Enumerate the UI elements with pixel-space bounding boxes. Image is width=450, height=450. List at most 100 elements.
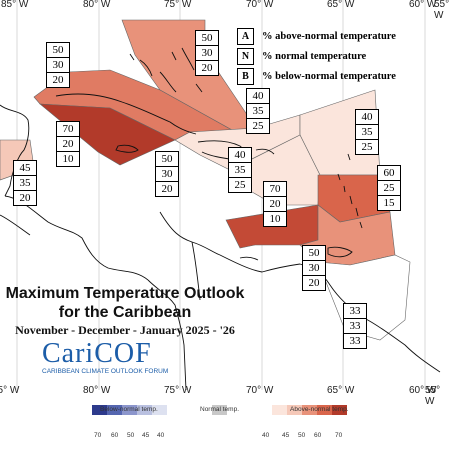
prob-above: 50: [47, 43, 69, 58]
colorbar-above-50: [302, 405, 317, 415]
colorbar-below-60: [107, 405, 122, 415]
lon-label-top: 60° W: [409, 0, 437, 10]
colorbar-tick: 50: [127, 432, 135, 439]
lon-label-bottom: 55° W: [425, 385, 441, 407]
prob-box-belize: 45 35 20: [13, 160, 37, 206]
prob-normal: 35: [14, 176, 36, 191]
prob-normal: 20: [264, 197, 286, 212]
prob-normal: 30: [303, 261, 325, 276]
prob-normal: 30: [196, 46, 218, 61]
lon-label-bottom: 65° W: [327, 385, 355, 396]
map-subtitle: November - December - January 2025 - '26: [15, 323, 235, 337]
lon-label-top: 55° W: [434, 0, 450, 21]
prob-above: 40: [229, 148, 251, 163]
colorbar: [92, 405, 347, 415]
prob-above: 50: [303, 246, 325, 261]
colorbar-below-40: [152, 405, 167, 415]
forecast-zones: [0, 19, 411, 341]
lon-label-bottom: 80° W: [83, 385, 111, 396]
lon-label-top: 85° W: [1, 0, 29, 10]
key-letter: N: [237, 47, 254, 65]
prob-normal: 30: [156, 167, 178, 182]
prob-below: 20: [19, 192, 31, 204]
prob-above: 50: [156, 152, 178, 167]
prob-normal: 35: [247, 104, 269, 119]
colorbar-below-45: [137, 405, 152, 415]
lon-label-bottom: 70° W: [246, 385, 274, 396]
prob-below: 33: [349, 335, 361, 347]
prob-above: 40: [247, 89, 269, 104]
colorbar-tick: 40: [262, 432, 270, 439]
prob-box-jamaica: 70 20 10: [56, 121, 80, 167]
prob-below: 20: [201, 62, 213, 74]
prob-box-guianas: 33 33 33: [343, 303, 367, 349]
colorbar-above-40: [272, 405, 287, 415]
lon-label-top: 65° W: [327, 0, 355, 10]
prob-below: 25: [252, 120, 264, 132]
prob-below: 10: [62, 153, 74, 165]
key-row-above: A % above-normal temperature: [237, 26, 437, 46]
prob-below: 10: [269, 213, 281, 225]
prob-above: 70: [264, 182, 286, 197]
prob-above: 70: [57, 122, 79, 137]
map-title: Maximum Temperature Outlook for the Cari…: [5, 285, 245, 321]
prob-below: 15: [383, 197, 395, 209]
colorbar-below-50: [122, 405, 137, 415]
colorbar-tick: 50: [298, 432, 306, 439]
logo-tagline: CARIBBEAN CLIMATE OUTLOOK FORUM: [42, 368, 169, 375]
prob-normal: 33: [344, 319, 366, 334]
prob-box-hispaniola: 40 35 25: [228, 147, 252, 193]
prob-below: 20: [161, 183, 173, 195]
prob-normal: 35: [229, 163, 251, 178]
prob-normal: 25: [378, 181, 400, 196]
colorbar-above-45: [287, 405, 302, 415]
lon-label-bottom: 75° W: [164, 385, 192, 396]
prob-box-cuba-south: 50 30 20: [155, 151, 179, 197]
colorbar-tick: 60: [111, 432, 119, 439]
colorbar-tick: 40: [157, 432, 165, 439]
prob-below: 25: [234, 179, 246, 191]
lon-label-bottom: 85° W: [0, 385, 20, 396]
colorbar-above-label: Above-normal temp.: [290, 406, 349, 413]
prob-normal: 35: [356, 125, 378, 140]
prob-above: 33: [344, 304, 366, 319]
colorbar-normal: [212, 405, 227, 415]
key-text: % above-normal temperature: [262, 30, 396, 42]
key-row-normal: N % normal temperature: [237, 46, 437, 66]
key-row-below: B % below-normal temperature: [237, 66, 437, 86]
colorbar-tick: 70: [335, 432, 343, 439]
prob-above: 60: [378, 166, 400, 181]
prob-below: 20: [52, 74, 64, 86]
prob-box-bahamas: 50 30 20: [195, 30, 219, 76]
key-text: % normal temperature: [262, 50, 367, 62]
prob-above: 40: [356, 110, 378, 125]
key-letter: B: [237, 67, 254, 85]
colorbar-normal-label: Normal temp.: [200, 406, 240, 413]
prob-normal: 30: [47, 58, 69, 73]
key-text: % below-normal temperature: [262, 70, 396, 82]
colorbar-above-70: [332, 405, 347, 415]
prob-box-trinidad: 50 30 20: [302, 245, 326, 291]
lon-label-top: 75° W: [164, 0, 192, 10]
colorbar-tick: 60: [314, 432, 322, 439]
key-letter: A: [237, 27, 254, 45]
colorbar-above-60: [317, 405, 332, 415]
logo-wordmark: CariCOF: [42, 338, 152, 369]
colorbar-tick: 70: [94, 432, 102, 439]
lon-label-bottom: 60° W: [409, 385, 437, 396]
prob-box-hispaniola-north: 40 35 25: [246, 88, 270, 134]
colorbar-below-label: Below-normal temp.: [100, 406, 158, 413]
prob-box-cuba: 50 30 20: [46, 42, 70, 88]
probability-key: A % above-normal temperature N % normal …: [237, 26, 437, 86]
lon-label-top: 80° W: [83, 0, 111, 10]
prob-box-lesser-antilles: 60 25 15: [377, 165, 401, 211]
zone-jamaica: [39, 103, 176, 166]
colorbar-tick: 45: [142, 432, 150, 439]
caricof-logo: CariCOF CARIBBEAN CLIMATE OUTLOOK FORUM: [42, 338, 192, 376]
prob-above: 50: [196, 31, 218, 46]
colorbar-tick: 45: [282, 432, 290, 439]
prob-above: 45: [14, 161, 36, 176]
prob-box-leeward: 40 35 25: [355, 109, 379, 155]
prob-below: 20: [308, 277, 320, 289]
